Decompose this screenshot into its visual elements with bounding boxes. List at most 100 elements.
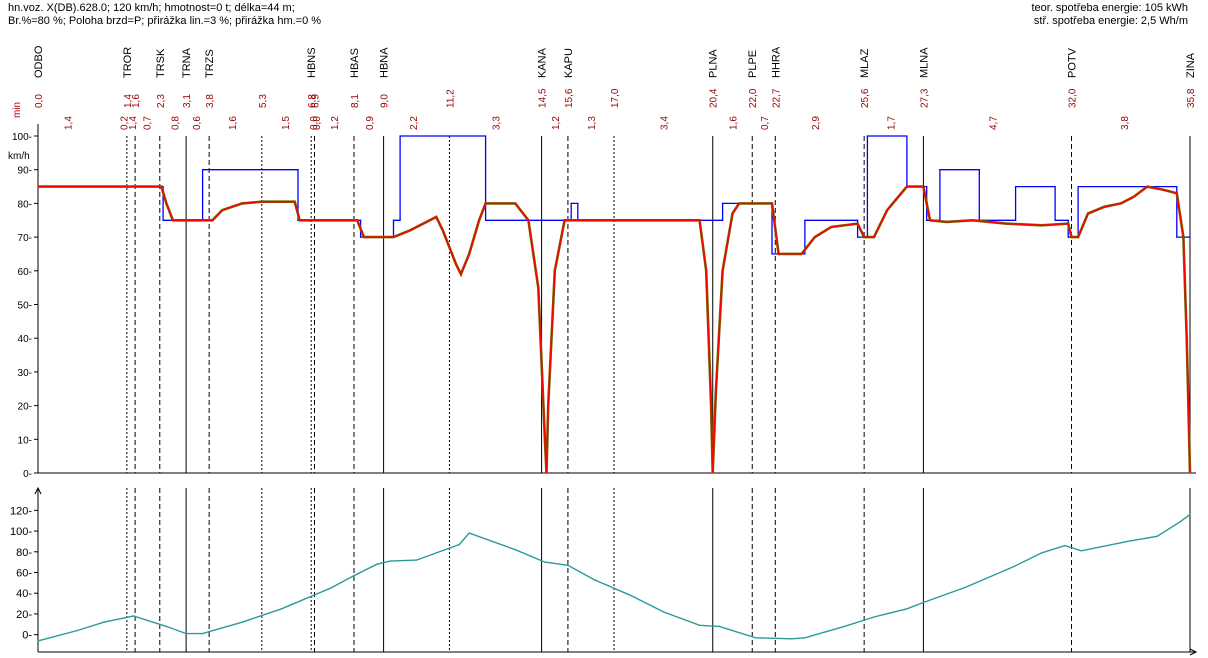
speed_actual-point — [771, 202, 773, 204]
station-time-label: 22,7 — [771, 88, 782, 108]
speed_limit-point — [1054, 219, 1056, 221]
speed_limit-point — [485, 219, 487, 221]
station-time-label: 32,0 — [1068, 88, 1079, 108]
elevation-point — [593, 579, 595, 581]
segment-time-label: 2,9 — [811, 116, 822, 130]
speed_actual-point — [873, 236, 875, 238]
speed-y-tick-label: 60- — [18, 267, 32, 278]
speed_actual-point — [1005, 223, 1007, 225]
speed_actual-point — [972, 219, 974, 221]
elevation-y-tick-label: 60- — [16, 568, 32, 580]
speed_actual-point — [261, 201, 263, 203]
station-name-label: TRZS — [204, 49, 216, 78]
speed_limit-line — [38, 135, 1190, 255]
speed_actual-point — [886, 209, 888, 211]
speed_actual-point — [1163, 189, 1165, 191]
elevation-point — [1011, 566, 1013, 569]
speed_limit-point — [1077, 185, 1079, 188]
segment-time-label: 3,4 — [659, 116, 670, 130]
elevation-point — [754, 637, 757, 639]
station-time-label: 2,3 — [156, 94, 167, 108]
elevation-y-tick-label: 40- — [16, 588, 32, 600]
speed_limit-point — [1054, 185, 1056, 188]
speed_actual-point — [455, 263, 457, 265]
station-name-label: TRNA — [181, 47, 193, 78]
speed_limit-point — [570, 202, 572, 204]
speed_actual-point — [172, 219, 174, 221]
speed_actual-point — [1067, 223, 1069, 225]
elevation-x-arrow — [1189, 648, 1198, 656]
time-axis-unit: min — [12, 102, 23, 118]
station-name-label: MLAZ — [859, 48, 871, 78]
elevation-point — [791, 638, 793, 640]
speed_actual-point — [1087, 212, 1089, 215]
speed_limit-point — [1176, 185, 1178, 188]
elevation-point — [330, 587, 332, 589]
station-time-label: 11,2 — [445, 89, 456, 108]
elevation-point — [76, 629, 79, 632]
segment-time-label: 1,5 — [281, 116, 292, 130]
speed_actual-point — [547, 405, 549, 407]
speed_actual-point — [1186, 337, 1188, 339]
speed_actual-point — [1077, 236, 1079, 238]
speed_actual-point — [537, 287, 539, 289]
speed_limit-point — [392, 219, 395, 221]
elevation-point — [1189, 513, 1191, 516]
station-time-label: 22,0 — [748, 88, 759, 108]
elevation-y-tick-label: 20- — [16, 609, 32, 621]
speed_actual-point — [545, 472, 548, 474]
elevation-point — [662, 611, 665, 613]
elevation-point — [567, 564, 569, 566]
speed_limit-point — [1067, 236, 1069, 238]
speed_limit-point — [399, 135, 401, 137]
speed_limit-point — [359, 219, 362, 221]
speed-y-tick-label: 20- — [18, 402, 32, 413]
station-time-label: 9,0 — [380, 94, 391, 108]
speed-y-tick-label: 50- — [18, 301, 32, 312]
speed_actual-point — [363, 236, 365, 238]
segment-time-label: 1,6 — [728, 116, 739, 130]
speed_actual-point — [922, 185, 924, 188]
elevation-point — [185, 632, 187, 635]
speed_actual-line — [38, 185, 1191, 474]
speed_actual-point — [777, 253, 780, 255]
segment-time-label: 1,3 — [587, 116, 598, 130]
station-time-label: 6,9 — [310, 94, 321, 108]
speed_limit-point — [359, 236, 362, 238]
speed_actual-point — [814, 236, 816, 238]
elevation-point — [1156, 535, 1158, 537]
speed_limit-point — [856, 236, 859, 238]
elevation-point — [544, 561, 546, 563]
elevation-point — [458, 543, 461, 546]
station-time-label: 8,1 — [350, 94, 361, 108]
speed_actual-point — [1187, 405, 1189, 407]
speed_actual-point — [460, 273, 462, 275]
speed_actual-point — [863, 236, 865, 238]
speed_actual-point — [435, 216, 437, 218]
segment-time-label: 3,3 — [492, 116, 503, 130]
station-time-label: 1,4 — [123, 94, 134, 108]
speed_limit-point — [1176, 236, 1178, 238]
speed-y-tick-label: 40- — [18, 334, 32, 345]
elevation-point — [1126, 540, 1129, 543]
speed_actual-point — [715, 388, 717, 390]
speed_actual-point — [1176, 192, 1178, 194]
segment-time-label: 0,0 — [312, 116, 323, 130]
speed_limit-point — [722, 219, 724, 221]
station-time-label: 5,3 — [258, 94, 269, 108]
station-name-label: HBNS — [306, 47, 318, 78]
segment-time-label: 4,7 — [989, 116, 1000, 130]
station-name-label: KANA — [537, 47, 549, 78]
speed-y-tick-label: 30- — [18, 368, 32, 379]
speed_actual-point — [722, 270, 724, 272]
speed_actual-point — [514, 202, 516, 204]
segment-time-label: 1,2 — [551, 116, 562, 130]
station-time-label: 17,0 — [610, 88, 621, 108]
speed-y-tick-label: 90- — [18, 166, 32, 177]
elevation-point — [922, 601, 925, 604]
elevation-point — [1041, 552, 1043, 554]
elevation-point — [415, 559, 418, 561]
speed-axis-unit: km/h — [8, 151, 30, 162]
elevation-point — [376, 563, 378, 565]
